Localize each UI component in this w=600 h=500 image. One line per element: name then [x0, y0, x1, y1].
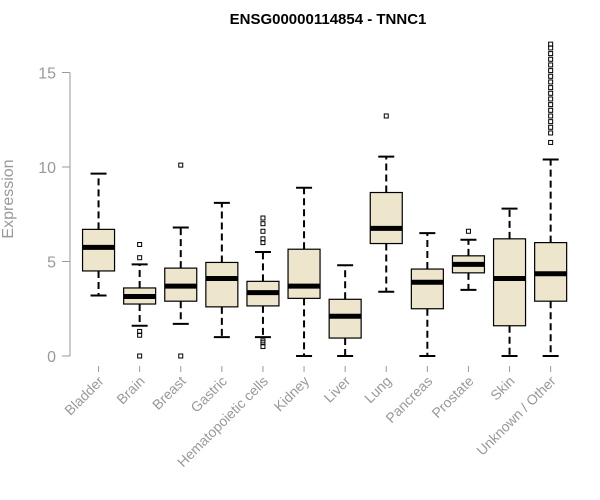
outlier-point [178, 353, 184, 359]
box-body [410, 268, 444, 310]
box-body [492, 238, 527, 327]
outlier-point [548, 90, 554, 96]
outlier-point [548, 51, 554, 57]
chart-title: ENSG00000114854 - TNNC1 [230, 11, 427, 28]
outlier-point [260, 221, 266, 227]
y-tick-label-2: 10 [38, 160, 56, 177]
box-8 [410, 232, 444, 357]
box-body [369, 191, 403, 245]
outlier-point [137, 328, 143, 334]
boxes [81, 41, 568, 359]
outlier-point [260, 236, 266, 242]
x-tick-label-6: Liver [320, 373, 353, 406]
box-4 [246, 215, 280, 350]
outlier-point [260, 215, 266, 221]
outlier-point [548, 85, 554, 91]
outlier-point [548, 102, 554, 108]
outlier-point [548, 73, 554, 79]
outlier-point [548, 130, 554, 136]
box-3 [205, 201, 239, 339]
outlier-point [548, 41, 554, 47]
x-tick-label-9: Prostate [428, 373, 476, 421]
x-tick-label-0: Bladder [61, 373, 107, 419]
box-2 [164, 162, 198, 359]
x-tick-label-2: Breast [149, 373, 189, 413]
outlier-point [548, 113, 554, 119]
outlier-point [548, 139, 554, 145]
outlier-point [260, 338, 266, 344]
outlier-point [137, 353, 143, 359]
outlier-point [548, 124, 554, 130]
x-tick-label-5: Kidney [271, 373, 313, 415]
box-body [81, 228, 116, 272]
box-7 [369, 113, 403, 293]
outlier-point [548, 79, 554, 85]
outlier-point [548, 96, 554, 102]
outlier-point [383, 113, 389, 119]
x-tick-label-7: Lung [361, 373, 394, 406]
outlier-point [137, 255, 143, 261]
x-tick-label-10: Skin [487, 373, 518, 404]
box-body [205, 261, 239, 308]
outlier-point [548, 119, 554, 125]
box-11 [534, 41, 568, 357]
box-9 [451, 228, 486, 291]
outlier-point [548, 62, 554, 68]
box-6 [328, 264, 362, 357]
box-1 [123, 241, 157, 359]
y-tick-label-0: 0 [47, 349, 56, 366]
x-tick-label-1: Brain [113, 373, 147, 407]
y-tick-label-1: 5 [47, 255, 56, 272]
outlier-point [178, 162, 184, 168]
outlier-point [548, 107, 554, 113]
y-tick-label-3: 15 [38, 66, 56, 83]
outlier-point [548, 68, 554, 74]
box-0 [81, 172, 116, 297]
outlier-point [260, 228, 266, 234]
y-axis-label: Expression [0, 159, 17, 238]
y-axis: 0 5 10 15 [38, 66, 71, 366]
box-10 [492, 207, 527, 357]
box-5 [287, 186, 321, 357]
outlier-point [137, 241, 143, 247]
box-body [287, 248, 321, 299]
outlier-point [465, 228, 471, 234]
outlier-point [548, 56, 554, 62]
